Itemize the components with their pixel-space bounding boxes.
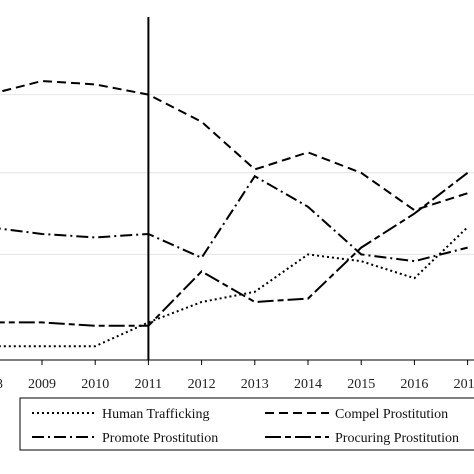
series-line-procuring-prostitution	[0, 172, 469, 327]
legend-label-procuring-prostitution: Procuring Prostitution	[335, 431, 459, 446]
grid-lines	[0, 94, 474, 255]
series-line-compel-prostitution	[0, 79, 468, 212]
x-tick-label: 2015	[347, 377, 375, 392]
legend: Human Trafficking Compel Prostitution Pr…	[19, 397, 474, 451]
x-tick-label: 2016	[400, 377, 428, 392]
x-tick-label: 2017	[454, 377, 474, 392]
x-tick-label: 2008	[0, 377, 3, 392]
x-tick-label: 2013	[241, 377, 269, 392]
x-tick-label: 2011	[135, 377, 162, 392]
legend-label-promote-prostitution: Promote Prostitution	[102, 431, 218, 446]
x-tick-label: 2010	[81, 377, 109, 392]
legend-label-human-trafficking: Human Trafficking	[102, 407, 209, 422]
plot-area	[0, 0, 474, 360]
x-axis-ticks: 2008 2009 2010 2011 2012 2013 2014 2015 2016 2017	[0, 360, 474, 392]
legend-label-compel-prostitution: Compel Prostitution	[335, 407, 448, 422]
x-tick-label: 2012	[188, 377, 216, 392]
series-lines	[0, 79, 469, 348]
x-tick-label: 2014	[294, 377, 322, 392]
legend-box	[19, 397, 474, 451]
series-line-promote-prostitution	[0, 174, 468, 263]
x-tick-label: 2009	[28, 377, 56, 392]
